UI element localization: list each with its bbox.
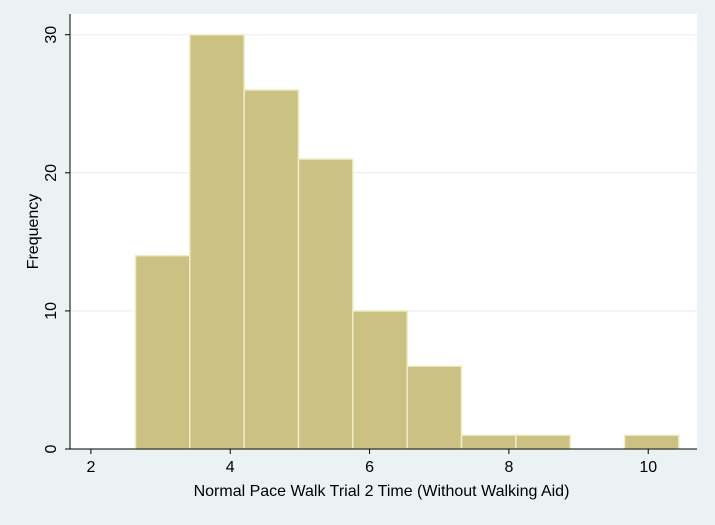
histogram-bar bbox=[623, 434, 680, 450]
y-tick-label: 0 bbox=[43, 444, 60, 453]
histogram-bar bbox=[134, 254, 191, 450]
x-axis-title: Normal Pace Walk Trial 2 Time (Without W… bbox=[194, 483, 570, 500]
x-tick-label: 6 bbox=[365, 459, 374, 476]
bars bbox=[134, 33, 680, 450]
y-axis-title: Frequency bbox=[25, 194, 42, 270]
y-tick-label: 10 bbox=[43, 302, 60, 320]
histogram-bar bbox=[243, 89, 300, 450]
histogram-bar bbox=[352, 310, 408, 450]
x-tick-label: 10 bbox=[639, 459, 657, 476]
x-tick-label: 2 bbox=[86, 459, 95, 476]
axes: 2 4 6 8 10 0 10 20 30 bbox=[43, 14, 697, 476]
histogram-bar bbox=[515, 434, 571, 450]
x-tick-label: 8 bbox=[504, 459, 513, 476]
histogram-bar bbox=[297, 158, 354, 450]
y-tick-label: 20 bbox=[43, 164, 60, 182]
histogram-bar bbox=[189, 33, 245, 450]
y-tick-label: 30 bbox=[43, 26, 60, 44]
x-tick-label: 4 bbox=[226, 459, 235, 476]
histogram-bar bbox=[406, 365, 463, 450]
histogram-bar bbox=[460, 434, 517, 450]
